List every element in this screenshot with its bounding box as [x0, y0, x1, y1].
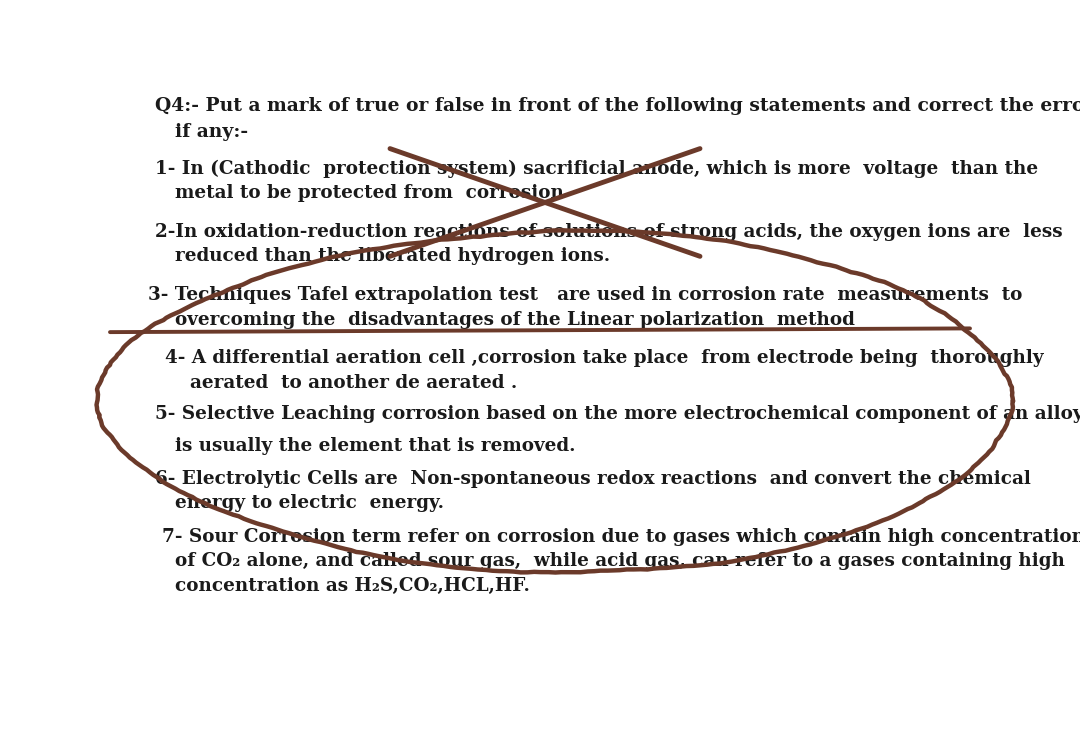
Text: 3- Techniques Tafel extrapolation test   are used in corrosion rate  measurement: 3- Techniques Tafel extrapolation test a… [148, 286, 1023, 304]
Text: 5- Selective Leaching corrosion based on the more electrochemical component of a: 5- Selective Leaching corrosion based on… [156, 405, 1080, 423]
Text: of CO₂ alone, and called sour gas,  while acid gas, can refer to a gases contain: of CO₂ alone, and called sour gas, while… [175, 552, 1065, 570]
Text: 6- Electrolytic Cells are  Non-spontaneous redox reactions  and convert the chem: 6- Electrolytic Cells are Non-spontaneou… [156, 470, 1031, 487]
Text: 7- Sour Corrosion term refer on corrosion due to gases which contain high concen: 7- Sour Corrosion term refer on corrosio… [162, 528, 1080, 545]
Text: 4- A differential aeration cell ,corrosion take place  from electrode being  tho: 4- A differential aeration cell ,corrosi… [165, 349, 1043, 367]
Text: energy to electric  energy.: energy to electric energy. [175, 494, 444, 512]
Text: if any:-: if any:- [175, 123, 248, 140]
Text: metal to be protected from  corrosion: metal to be protected from corrosion [175, 184, 564, 202]
Text: aerated  to another de aerated .: aerated to another de aerated . [190, 374, 517, 392]
Text: overcoming the  disadvantages of the Linear polarization  method: overcoming the disadvantages of the Line… [175, 311, 855, 328]
Text: Q4:- Put a mark of true or false in front of the following statements and correc: Q4:- Put a mark of true or false in fron… [156, 97, 1080, 114]
Text: 1- In (Cathodic  protection system) sacrificial anode, which is more  voltage  t: 1- In (Cathodic protection system) sacri… [156, 160, 1038, 178]
Text: concentration as H₂S,CO₂,HCL,HF.: concentration as H₂S,CO₂,HCL,HF. [175, 577, 530, 594]
Text: 2-In oxidation-reduction reactions of solutions of strong acids, the oxygen ions: 2-In oxidation-reduction reactions of so… [156, 223, 1063, 241]
Text: is usually the element that is removed.: is usually the element that is removed. [175, 437, 576, 455]
Text: reduced than the liberated hydrogen ions.: reduced than the liberated hydrogen ions… [175, 247, 610, 265]
